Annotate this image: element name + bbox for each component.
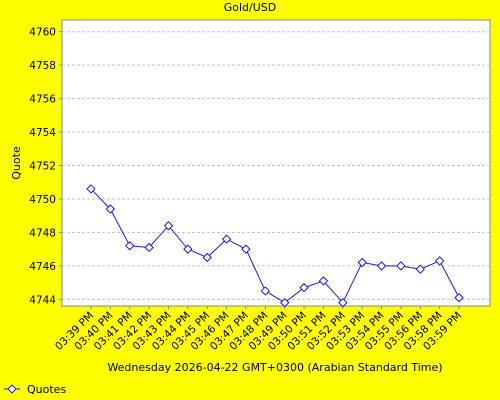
data-point [221,234,232,244]
data-point [241,244,251,254]
data-point [415,264,425,274]
legend-label: Quotes [27,383,66,396]
y-axis-label: Quote [10,146,23,180]
y-tick-label: 4754 [29,127,56,139]
data-point [318,276,329,286]
y-tick-label: 4750 [29,194,56,206]
y-tick-label: 4744 [29,294,56,306]
data-point [163,221,174,231]
data-point [434,256,445,266]
data-point [105,204,116,214]
y-tick-label: 4746 [29,261,56,273]
data-point [376,261,387,271]
data-point [86,184,96,194]
data-point [338,297,348,308]
y-tick-label: 4756 [29,94,56,106]
data-point [279,297,290,308]
legend-marker [7,384,17,394]
data-point [454,292,464,303]
data-point [357,257,367,268]
data-point [144,242,154,253]
data-point [125,241,135,251]
y-tick-label: 4758 [29,60,56,72]
y-tick-label: 4748 [29,227,56,239]
data-point [396,261,406,271]
x-axis-label: Wednesday 2026-04-22 GMT+0300 (Arabian S… [107,361,442,374]
plot-area [61,19,491,307]
y-tick-label: 4760 [29,27,56,39]
chart-title: Gold/USD [224,1,277,14]
data-point [202,252,212,263]
data-point [183,244,193,254]
y-tick-label: 4752 [29,161,56,173]
data-point [260,286,271,296]
data-point [299,282,309,293]
